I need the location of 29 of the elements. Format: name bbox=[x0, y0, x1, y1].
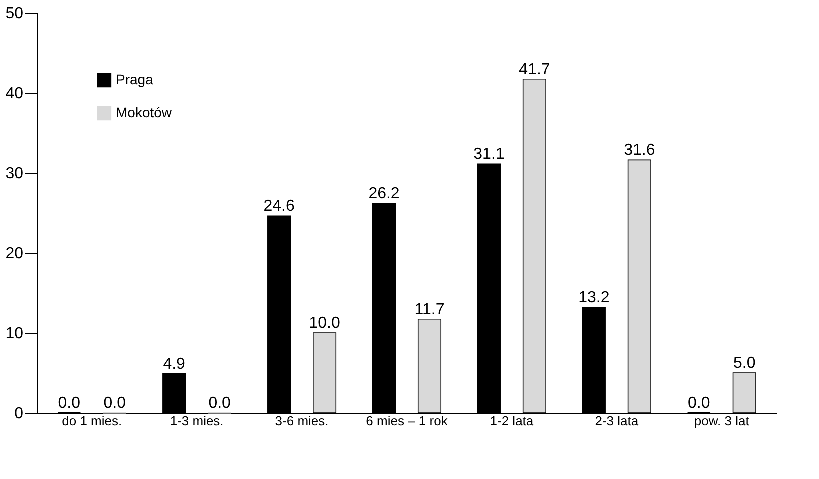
y-tick-label: 30 bbox=[6, 166, 24, 182]
data-label: 31.6 bbox=[624, 142, 656, 160]
x-tick-label: 2-3 lata bbox=[595, 414, 640, 428]
y-tick-label: 10 bbox=[6, 326, 24, 342]
x-tick-label: 1-3 mies. bbox=[170, 414, 224, 428]
data-label: 24.6 bbox=[264, 198, 295, 216]
data-label: 0.0 bbox=[208, 395, 232, 412]
y-tick-label: 50 bbox=[6, 6, 24, 22]
y-tick-label: 20 bbox=[6, 246, 24, 262]
x-tick-label: 6 mies – 1 rok bbox=[366, 414, 448, 428]
y-tick-label: 0 bbox=[14, 406, 24, 422]
y-tick-label: 40 bbox=[6, 86, 24, 102]
legend-label: Mokotów bbox=[116, 104, 173, 120]
data-label: 4.9 bbox=[163, 356, 186, 373]
data-label: 0.0 bbox=[104, 395, 126, 412]
data-label: 41.7 bbox=[519, 61, 550, 78]
legend-label: Praga bbox=[116, 72, 154, 88]
data-label: 0.0 bbox=[688, 395, 710, 412]
x-tick-label: 1-2 lata bbox=[490, 414, 534, 428]
data-label: 13.2 bbox=[578, 289, 610, 306]
x-tick-label: pow. 3 lat bbox=[694, 414, 750, 428]
data-label: 0.0 bbox=[58, 395, 81, 412]
data-label: 11.7 bbox=[414, 301, 445, 318]
x-tick-label: 3-6 mies. bbox=[275, 414, 329, 428]
data-label: 26.2 bbox=[368, 185, 400, 202]
x-tick-label: do 1 mies. bbox=[62, 414, 122, 428]
data-label: 5.0 bbox=[734, 355, 756, 372]
data-label: 31.1 bbox=[474, 146, 505, 164]
data-label: 10.0 bbox=[309, 315, 340, 332]
